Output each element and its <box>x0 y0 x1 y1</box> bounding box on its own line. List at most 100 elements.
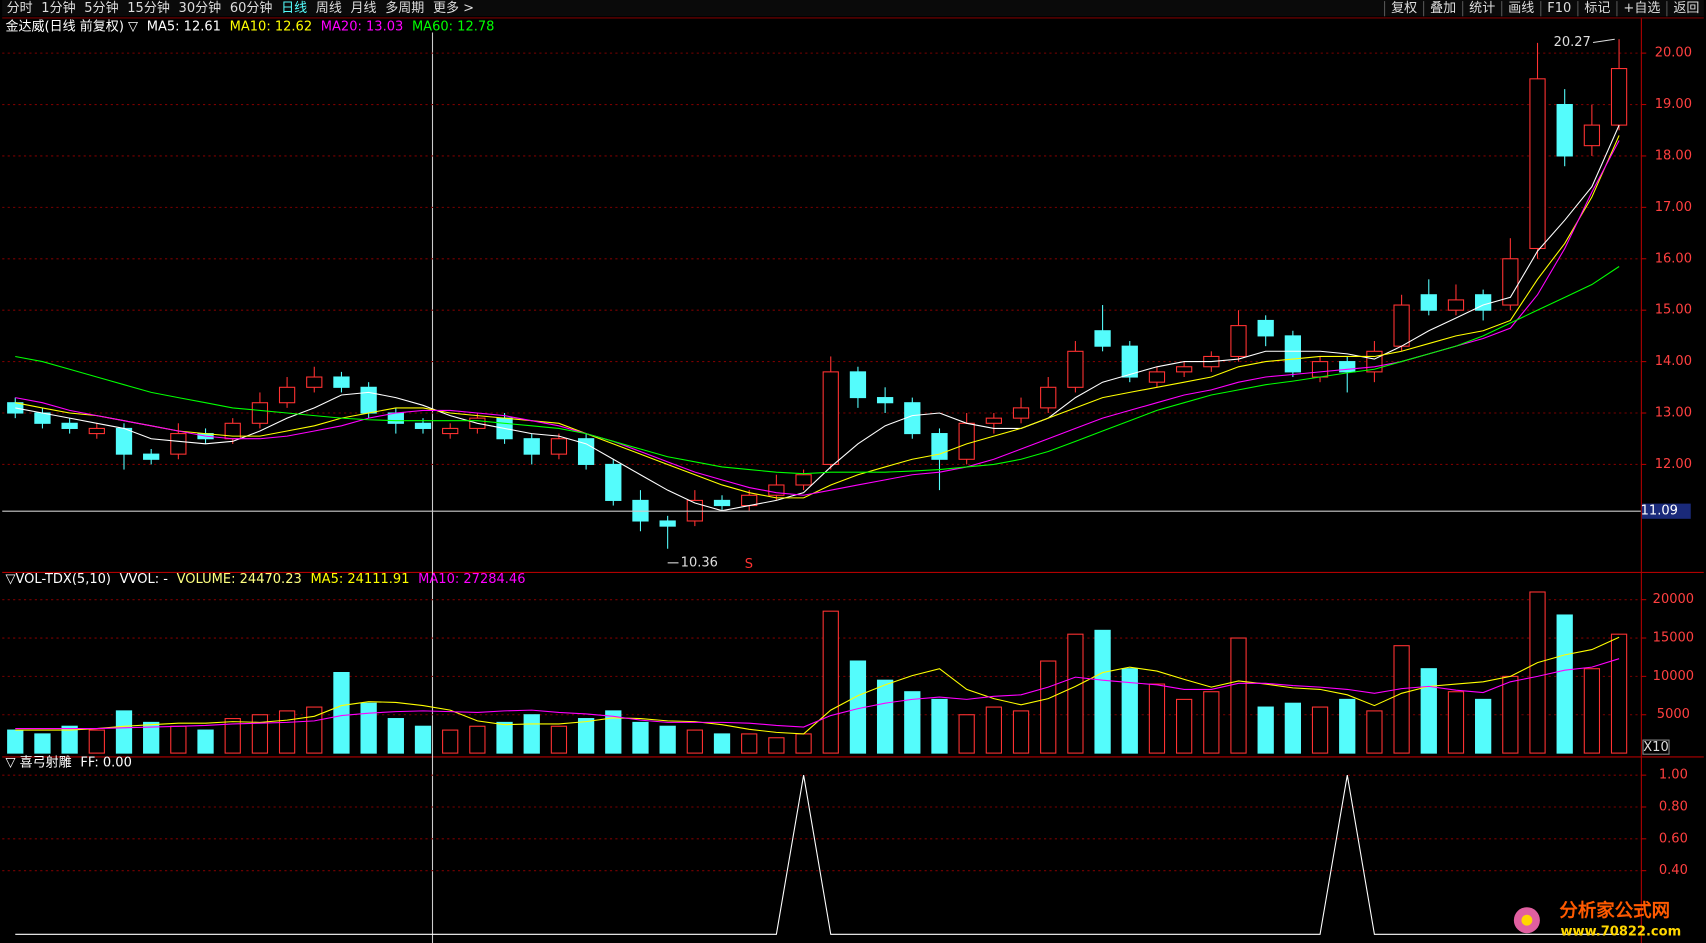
volume-bar <box>1284 702 1302 754</box>
y-tick-label: 18.00 <box>1655 148 1692 163</box>
volume-bar <box>170 725 187 754</box>
candle-body <box>605 463 622 501</box>
y-tick-label: 0.40 <box>1659 863 1688 878</box>
volume-bar <box>1121 668 1138 754</box>
menu-item[interactable]: 周线 <box>316 1 342 16</box>
candle-body <box>1339 361 1356 373</box>
toolbar-button[interactable]: 画线 <box>1508 1 1534 16</box>
y-tick-label: 5000 <box>1657 707 1690 722</box>
toolbar-button[interactable]: 复权 <box>1391 0 1417 16</box>
menu-item[interactable]: 月线 <box>351 1 377 16</box>
candle-body <box>88 427 105 435</box>
volume-bar <box>143 721 160 754</box>
volume-bar <box>1311 706 1329 754</box>
menu-item[interactable]: 15分钟 <box>127 0 170 16</box>
toolbar-button[interactable]: 返回 <box>1673 1 1699 16</box>
menu-item[interactable]: 多周期 <box>385 0 424 16</box>
legend-entry: FF: 0.00 <box>80 755 131 770</box>
volume-bar <box>1148 683 1166 754</box>
y-tick-label: 15000 <box>1653 631 1694 646</box>
candle-body <box>768 484 785 496</box>
candle-body <box>1284 335 1302 373</box>
unit-label: X10 <box>1643 740 1668 755</box>
y-tick-label: 19.00 <box>1655 97 1692 112</box>
volume-bar <box>1175 698 1193 754</box>
legend-entry: ▽ 喜弓射雕 <box>5 754 71 770</box>
candle-body <box>143 453 160 460</box>
candle-body <box>550 438 568 455</box>
candle-body <box>1420 294 1437 311</box>
toolbar-button[interactable]: 统计 <box>1469 1 1495 16</box>
volume-bar <box>958 714 975 754</box>
min-annotation: 10.36 <box>681 555 718 570</box>
toolbar-button[interactable]: 标记 <box>1584 1 1610 16</box>
candle-body <box>876 397 894 404</box>
unit-box <box>1642 739 1670 755</box>
menu-item[interactable]: 30分钟 <box>179 0 222 16</box>
candle-body <box>1257 319 1274 337</box>
y-tick-label: 0.80 <box>1659 799 1688 814</box>
y-tick-label: 20.00 <box>1655 46 1692 61</box>
annotation-arrow <box>1592 38 1615 44</box>
candle-body <box>1121 345 1138 378</box>
volume-bar <box>442 729 459 754</box>
volume-bar <box>795 733 812 754</box>
watermark-url: www.70822.com <box>1561 925 1682 940</box>
line <box>15 636 1620 735</box>
volume-bar <box>985 706 1002 754</box>
candle-body <box>360 386 377 414</box>
menu-item[interactable]: 更多 > <box>433 0 474 16</box>
menu-item[interactable]: 60分钟 <box>230 0 273 16</box>
volume-bar <box>34 733 51 754</box>
toolbar-button[interactable]: +自选 <box>1623 1 1660 16</box>
volume-bar <box>7 729 24 754</box>
candle-body <box>1040 386 1057 409</box>
volume-bar <box>278 710 296 754</box>
legend-entry: MA10: 27284.46 <box>418 572 525 587</box>
y-tick-label: 20000 <box>1653 592 1694 607</box>
volume-bar <box>1366 710 1383 754</box>
y-tick-label: 14.00 <box>1655 354 1692 369</box>
toolbar-button[interactable]: F10 <box>1547 1 1571 16</box>
volume-bar <box>577 718 595 754</box>
line <box>15 135 1620 499</box>
volume-bar <box>523 714 540 754</box>
legend-entry: 金达威(日线 前复权) ▽ <box>5 19 138 35</box>
volume-bar <box>605 710 622 754</box>
watermark-text: 分析家公式网 <box>1559 900 1670 922</box>
volume-bar <box>115 710 133 754</box>
volume-bar <box>1556 614 1573 754</box>
menu-item[interactable]: 分时 <box>7 1 33 16</box>
candle-body <box>1610 68 1628 126</box>
candle-body <box>61 422 78 429</box>
candle-body <box>659 520 676 527</box>
y-tick-label: 12.00 <box>1655 457 1692 472</box>
line <box>15 775 1620 935</box>
line <box>15 658 1620 730</box>
toolbar-button[interactable]: 叠加 <box>1430 1 1456 16</box>
candle-body <box>1529 78 1546 250</box>
y-tick-label: 13.00 <box>1655 406 1692 421</box>
volume-bar <box>1475 698 1492 754</box>
menu-bar <box>2 0 1704 17</box>
max-annotation: 20.27 <box>1554 35 1591 50</box>
candle-body <box>713 499 731 507</box>
menu-item[interactable]: 日线 <box>281 1 307 16</box>
candle-body <box>1148 371 1166 383</box>
y-tick-label: 16.00 <box>1655 251 1692 266</box>
volume-bar <box>360 702 377 754</box>
menu-item[interactable]: 1分钟 <box>41 0 75 16</box>
candle-body <box>251 402 269 424</box>
y-tick-label: 10000 <box>1653 669 1694 684</box>
menu-item[interactable]: 5分钟 <box>84 0 118 16</box>
candle-body <box>958 422 975 460</box>
volume-bar <box>1040 660 1057 754</box>
candle-body <box>577 438 595 465</box>
candle-body <box>523 438 540 455</box>
candle-body <box>985 417 1002 424</box>
volume-bar <box>197 729 214 754</box>
candle-body <box>306 376 323 388</box>
candle-body <box>414 422 432 429</box>
legend-entry: ▽VOL-TDX(5,10) <box>5 572 110 587</box>
